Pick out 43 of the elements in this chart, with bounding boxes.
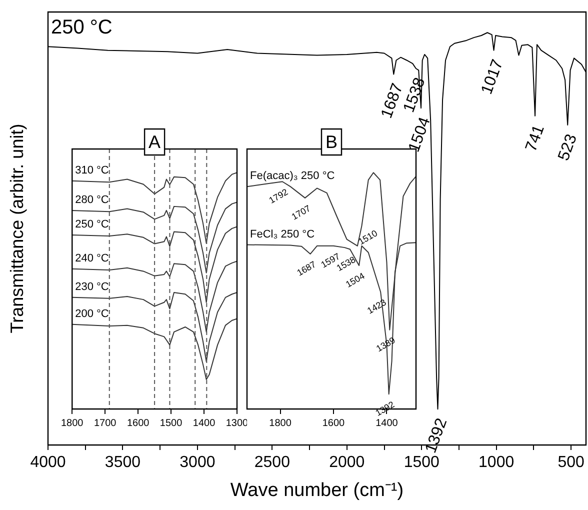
annotation: 741 (522, 122, 548, 154)
x-tick-label: 4000 (30, 454, 66, 472)
x-tick-label: 1800 (269, 418, 292, 429)
series-label: FeCl₃ 250 °C (250, 228, 315, 240)
series-label: 250 °C (75, 218, 109, 231)
series-label: 280 °C (75, 194, 109, 206)
annotation: 1687 (295, 259, 318, 278)
x-tick-label: 1000 (478, 454, 514, 472)
series-label: Fe(acac)₃ 250 °C (250, 170, 335, 182)
series-label: 240 °C (75, 252, 109, 264)
series-label: 200 °C (75, 308, 109, 320)
annotation: 1423 (366, 297, 388, 316)
x-tick-label: 1500 (404, 454, 440, 472)
x-tick-label: 1600 (322, 418, 346, 429)
annotation: 1792 (267, 186, 290, 206)
x-tick-label: 3500 (104, 454, 141, 472)
annotation: 1504 (406, 115, 434, 154)
annotation: 1504 (344, 270, 366, 290)
annotation: 1392 (422, 416, 451, 456)
annotation: 523 (555, 132, 581, 163)
x-tick-label: 1400 (192, 418, 216, 429)
x-tick-label: 500 (558, 454, 584, 472)
chart-title: B (325, 132, 338, 152)
x-tick-label: 1800 (61, 418, 84, 429)
series-label: 230 °C (75, 280, 109, 293)
x-tick-label: 2500 (254, 454, 290, 472)
chart-title: A (148, 132, 161, 152)
x-tick-label: 1500 (160, 418, 183, 429)
x-tick-label: 1300 (226, 418, 249, 429)
x-tick-label: 1700 (94, 418, 117, 429)
chart-title: 250 °C (51, 16, 112, 39)
x-axis-title: Wave number (cm⁻¹) (230, 480, 404, 501)
annotation: 1389 (374, 335, 397, 354)
annotation: 1017 (478, 57, 507, 97)
y-axis-title: Transmittance (arbitr. unit) (6, 124, 27, 334)
annotation: 1707 (290, 203, 312, 222)
x-tick-label: 3000 (180, 454, 216, 472)
x-tick-label: 1600 (126, 418, 150, 429)
annotation: 1510 (356, 228, 380, 247)
x-tick-label: 1400 (376, 418, 398, 429)
series-label: 310 °C (75, 164, 109, 176)
x-tick-label: 2000 (329, 454, 365, 472)
annotation: 1538 (400, 75, 429, 115)
